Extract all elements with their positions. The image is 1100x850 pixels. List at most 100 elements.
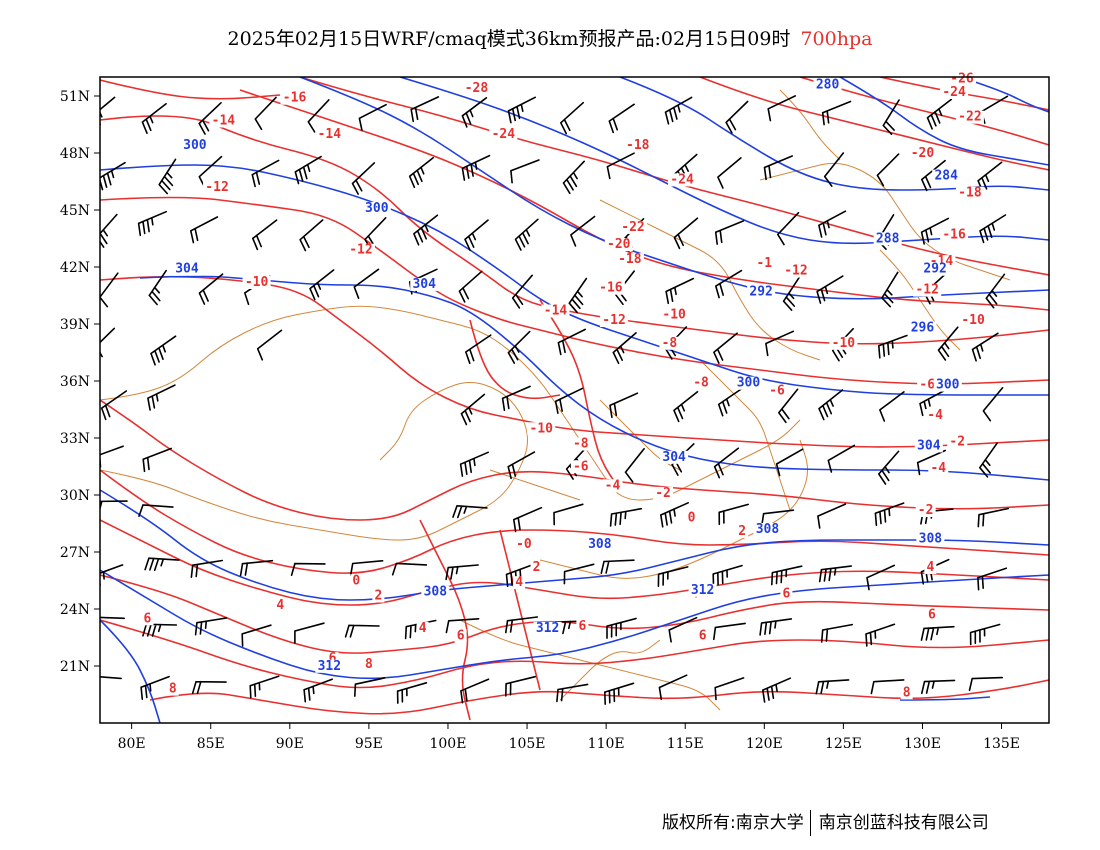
contour-value-label: -18: [618, 252, 642, 267]
geopotential-isoline: [100, 619, 161, 723]
contour-value-label: -22: [958, 110, 981, 125]
wind-barb: [140, 675, 170, 700]
contour-label-bg: [350, 574, 363, 588]
wind-barb: [505, 563, 536, 588]
contour-label-bg: [734, 376, 763, 390]
contour-value-label: -24: [670, 172, 694, 187]
wind-barb: [673, 390, 699, 423]
contour-value-label: 300: [183, 138, 207, 153]
contour-label-bg: [604, 238, 633, 251]
border-line: [100, 305, 801, 501]
contour-value-label: -10: [530, 421, 554, 436]
contour-label-bg: [280, 91, 309, 105]
lat-tick-label: 27N: [60, 545, 90, 561]
temperature-isotherm: [539, 299, 621, 491]
contour-value-label: 308: [919, 532, 943, 547]
wind-barb: [241, 624, 272, 647]
temperature-isotherm: [100, 196, 1049, 385]
lat-tick-label: 33N: [60, 431, 90, 447]
wind-barb: [920, 625, 955, 641]
map-title: 2025年02月15日WRF/cmaq模式36km预报产品:02月15日09时 7…: [0, 24, 1100, 51]
contour-value-label: 308: [588, 537, 612, 552]
wind-barb: [251, 159, 280, 188]
wind-barb: [664, 96, 693, 125]
contour-value-label: -14: [544, 304, 568, 319]
contour-value-label: -0: [516, 537, 532, 552]
wind-barb: [977, 161, 1003, 193]
wind-barb: [568, 277, 588, 314]
contour-label-bg: [585, 538, 614, 552]
contour-label-bg: [925, 409, 946, 422]
wind-barb: [100, 445, 124, 468]
contour-label-bg: [489, 127, 518, 141]
contour-label-bg: [362, 201, 391, 215]
wind-barb: [977, 507, 1010, 528]
contour-value-label: 304: [662, 450, 686, 465]
contour-label-bg: [928, 462, 949, 476]
wind-barb: [100, 96, 116, 126]
wind-barb: [142, 447, 172, 473]
wind-barb: [725, 100, 749, 134]
lon-tick-label: 85E: [197, 736, 225, 752]
wind-barb: [256, 329, 283, 361]
contour-value-label: 6: [329, 651, 337, 666]
wind-barb: [309, 269, 335, 301]
wind-barb: [971, 332, 999, 362]
lon-tick-label: 90E: [276, 736, 304, 752]
geopotential-isoline: [139, 275, 1049, 481]
copyright-footer: 版权所有:南京大学 南京创蓝科技有限公司: [662, 808, 989, 836]
contour-value-label: 292: [749, 285, 772, 300]
wind-barb: [767, 95, 797, 122]
wind-barb: [556, 683, 589, 703]
contour-label-bg: [166, 682, 179, 696]
contour-label-bg: [925, 608, 938, 622]
wind-barb: [866, 564, 896, 591]
wind-barb: [391, 562, 428, 576]
contour-label-bg: [908, 321, 937, 335]
temperature-isotherm: [100, 469, 1049, 574]
geopotential-isoline: [959, 77, 1049, 113]
copyright-owner: 版权所有:南京大学: [662, 813, 804, 833]
contour-value-label: 300: [936, 378, 960, 393]
wind-barb: [608, 103, 635, 134]
wind-barb: [718, 503, 749, 526]
contour-label-bg: [242, 276, 271, 289]
contour-label-bg: [766, 384, 787, 398]
contour-value-label: -14: [212, 114, 236, 129]
contour-label-bg: [660, 450, 689, 464]
lat-tick-label: 39N: [60, 317, 90, 333]
contour-label-bg: [829, 336, 858, 350]
wind-barb: [507, 451, 536, 480]
wind-barb: [979, 442, 998, 478]
temperature-isotherm: [699, 77, 1049, 171]
wind-barb: [252, 219, 278, 251]
contour-label-bg: [462, 82, 491, 96]
contour-label-bg: [780, 587, 793, 601]
contour-value-label: 6: [783, 587, 791, 602]
wind-barb: [294, 622, 325, 644]
wind-barb: [759, 618, 793, 636]
wind-barb: [937, 326, 959, 361]
contour-value-label: 8: [903, 685, 911, 700]
temperature-isotherm: [149, 679, 1049, 715]
wind-barb: [882, 99, 900, 135]
wind-barb: [775, 448, 804, 477]
wind-barb: [190, 559, 224, 578]
contour-label-bg: [203, 181, 232, 194]
wind-barb: [351, 162, 376, 195]
lon-tick-label: 110E: [588, 736, 625, 752]
wind-barb: [762, 677, 792, 703]
wind-barb: [557, 328, 587, 356]
contour-label-bg: [948, 72, 977, 86]
geopotential-isoline: [399, 77, 1049, 245]
wind-barb: [458, 270, 483, 303]
wind-barb: [445, 564, 479, 581]
contour-value-label: 0: [352, 573, 360, 588]
wind-barb: [141, 103, 167, 134]
lon-tick-label: 120E: [746, 736, 783, 752]
wind-barb: [460, 678, 490, 704]
wind-barb: [876, 153, 900, 187]
contour-label-bg: [696, 629, 709, 643]
wind-barb: [606, 152, 635, 180]
